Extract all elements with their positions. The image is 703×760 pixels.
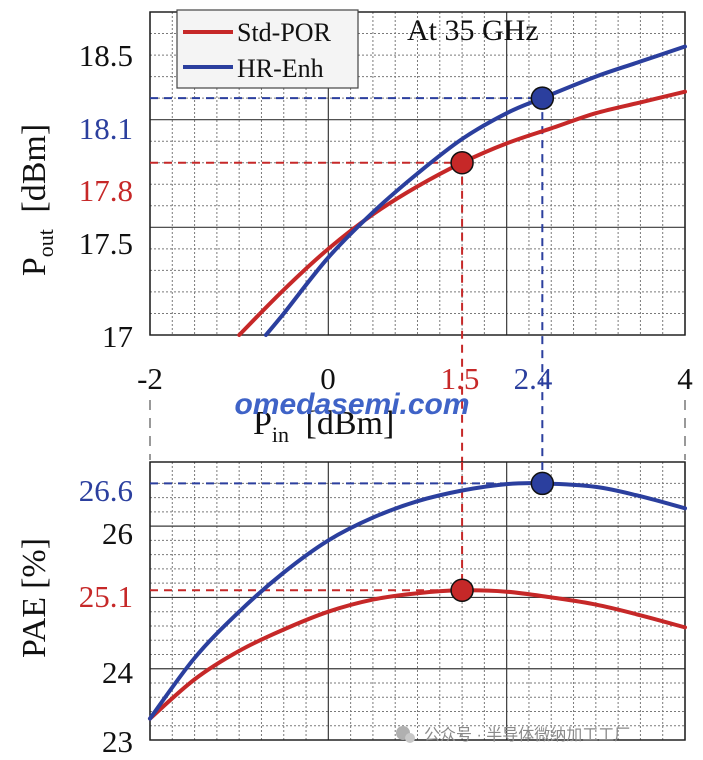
pin-axis-label: Pin [dBm]	[253, 405, 394, 447]
pout-markers	[450, 86, 555, 175]
x-tick-2.4: 2.4	[514, 361, 553, 396]
pin-axis-main: P	[253, 405, 272, 442]
legend: Std-POR HR-Enh	[176, 9, 359, 89]
pout-guides	[150, 97, 544, 462]
series-line-hr-enh	[148, 481, 687, 721]
x-tick-0: 0	[320, 361, 336, 396]
pout-chart: Std-POR HR-Enh At 35 GHz 18.5 18.1 17.8 …	[16, 9, 693, 462]
x-tick-1.5: 1.5	[441, 361, 480, 396]
pout-axis-sub: out	[33, 229, 58, 257]
y-tick-26.6: 26.6	[79, 473, 133, 508]
watermark-text: omedasemi.com	[234, 388, 469, 421]
y-tick-18.1: 18.1	[79, 111, 133, 146]
y-tick-23: 23	[102, 724, 133, 759]
pout-axis-label: Pout [dBm]	[16, 124, 58, 276]
legend-label-std-por: Std-POR	[237, 18, 332, 47]
marker-std-por	[450, 150, 474, 175]
marker-hr-enh	[530, 471, 555, 496]
pin-axis-unit: [dBm]	[306, 405, 395, 442]
marker-std-por	[450, 578, 474, 603]
series-line-std-por	[148, 588, 687, 721]
pout-axis-main: P	[16, 257, 53, 276]
marker-hr-enh	[530, 86, 555, 110]
pae-axis-label: PAE [%]	[16, 538, 53, 658]
axis-connectors	[149, 400, 686, 460]
y-tick-25.1: 25.1	[79, 579, 133, 614]
y-tick-18.5: 18.5	[79, 38, 133, 73]
footer: 公众号 · 半导体微纳加工工厂	[396, 726, 630, 744]
y-tick-17.8: 17.8	[79, 173, 133, 208]
y-tick-26: 26	[102, 516, 133, 551]
pae-lines	[148, 481, 687, 721]
chart-title: At 35 GHz	[407, 14, 539, 47]
pin-axis-sub: in	[272, 422, 289, 447]
legend-label-hr-enh: HR-Enh	[237, 54, 324, 83]
x-tick-neg2: -2	[137, 361, 163, 396]
pae-markers	[450, 471, 555, 603]
footer-text: 公众号 · 半导体微纳加工工厂	[424, 726, 630, 744]
pae-axis-unit: [%]	[16, 538, 53, 589]
pae-plot-frame	[149, 461, 686, 741]
y-tick-24: 24	[102, 655, 134, 690]
x-tick-4: 4	[677, 361, 693, 396]
pout-plot-frame	[149, 11, 686, 336]
y-tick-17.5: 17.5	[79, 226, 133, 261]
pae-chart: 26.6 26 25.1 24 23 PAE [%]	[16, 461, 687, 759]
pae-minor-grid	[150, 462, 685, 740]
series-line-hr-enh	[263, 44, 687, 337]
pae-axis-main: PAE	[16, 597, 53, 658]
pout-axis-unit: [dBm]	[16, 124, 53, 213]
y-tick-17: 17	[102, 319, 133, 354]
legend-box	[176, 9, 359, 89]
